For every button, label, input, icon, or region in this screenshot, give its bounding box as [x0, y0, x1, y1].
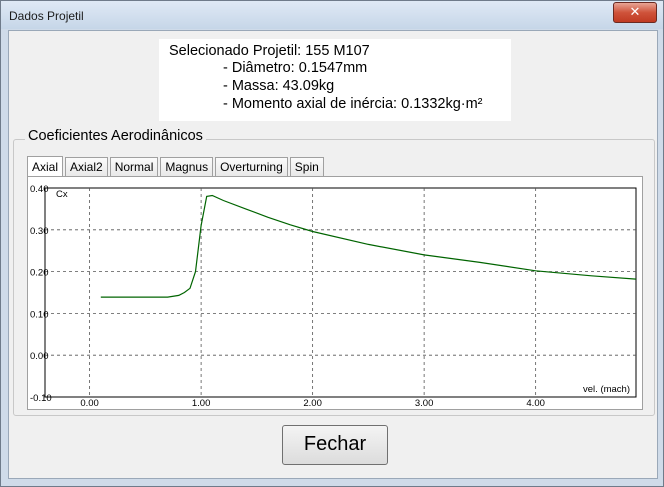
- tab-normal[interactable]: Normal: [109, 157, 159, 177]
- x-tick-label: 0.00: [80, 398, 99, 409]
- cx-series-line: [100, 194, 637, 298]
- tab-overturning[interactable]: Overturning: [215, 157, 288, 177]
- y-axis-label: Cx: [56, 189, 68, 200]
- mass-label: - Massa: 43.09kg: [223, 78, 335, 94]
- x-tick-label: 3.00: [415, 398, 434, 409]
- x-tick-label: 1.00: [192, 398, 211, 409]
- y-tick-label: 0.20: [30, 268, 49, 279]
- y-tick-label: 0.40: [30, 184, 49, 195]
- tab-axial2[interactable]: Axial2: [65, 157, 108, 177]
- axial-inertia-label: - Momento axial de inércia: 0.1332kg·m²: [223, 96, 483, 112]
- x-tick-label: 4.00: [526, 398, 545, 409]
- x-tick-label: 2.00: [303, 398, 322, 409]
- tab-spin[interactable]: Spin: [289, 157, 324, 177]
- fechar-button[interactable]: Fechar: [282, 425, 388, 465]
- axial-coefficient-chart: 0.40 0.30 0.20 0.10 0.00 -0.10 0.00 1.00 2.00 3.0…: [30, 184, 637, 409]
- title-bar[interactable]: Dados Projetil ✕: [1, 1, 663, 29]
- y-tick-label: 0.30: [30, 226, 49, 237]
- y-tick-label: 0.10: [30, 309, 49, 320]
- selected-projectile-label: Selecionado Projetil: 155 M107: [169, 43, 370, 59]
- tab-axial[interactable]: Axial: [27, 156, 64, 178]
- aero-coefficients-group-label: Coeficientes Aerodinânicos: [25, 128, 206, 144]
- x-axis-label: vel. (mach): [583, 384, 630, 395]
- aero-coefficients-group: [13, 139, 655, 416]
- y-tick-label: 0.00: [30, 351, 49, 362]
- close-icon: ✕: [629, 5, 641, 20]
- close-window-button[interactable]: ✕: [613, 2, 657, 23]
- tab-magnus[interactable]: Magnus: [160, 157, 214, 177]
- diameter-label: - Diâmetro: 0.1547mm: [223, 60, 368, 76]
- dialog-body: Selecionado Projetil: 155 M107 - Diâmetr…: [8, 30, 658, 479]
- axial-tab-panel: 0.40 0.30 0.20 0.10 0.00 -0.10 0.00 1.00 2.00 3.0…: [27, 176, 643, 410]
- coefficient-tabs: Axial Axial2 Normal Magnus Overturning S…: [27, 155, 326, 178]
- plot-border: [44, 187, 637, 398]
- y-tick-label: -0.10: [30, 393, 52, 404]
- window-title: Dados Projetil: [9, 9, 84, 23]
- projectile-info-panel: Selecionado Projetil: 155 M107 - Diâmetr…: [159, 39, 511, 121]
